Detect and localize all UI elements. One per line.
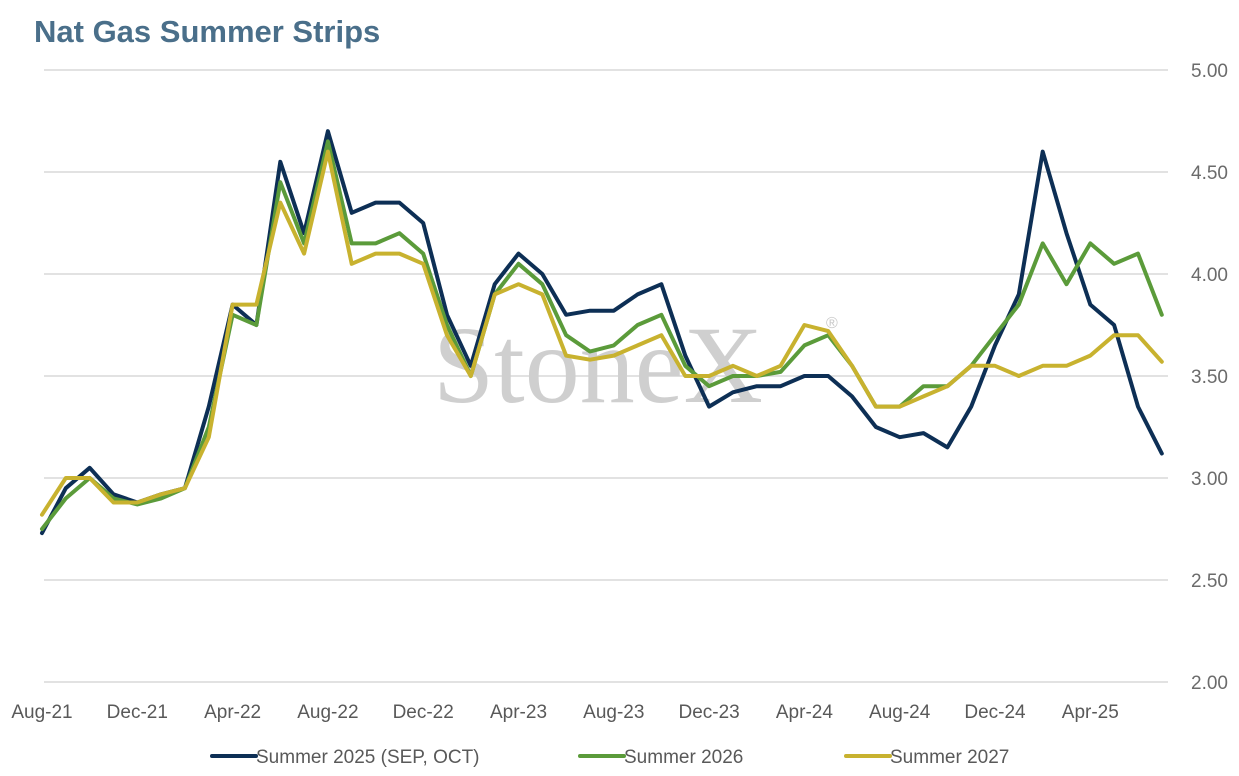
y-axis-ticks: 2.00 2.50 3.00 3.50 4.00 4.50 5.00 xyxy=(1191,61,1228,694)
series-line-3 xyxy=(40,149,1164,517)
legend: Summer 2025 (SEP, OCT) Summer 2026 Summer … xyxy=(210,747,1009,768)
legend-label: Summer 2027 xyxy=(890,747,1009,768)
x-tick-label: Apr-22 xyxy=(204,702,261,723)
y-tick-label: 4.00 xyxy=(1191,265,1228,286)
y-tick-label: 5.00 xyxy=(1191,61,1228,82)
x-tick-label: Dec-21 xyxy=(107,702,168,723)
x-tick-label: Aug-23 xyxy=(583,702,644,723)
y-tick-label: 2.50 xyxy=(1191,571,1228,592)
x-tick-label: Apr-25 xyxy=(1062,702,1119,723)
y-tick-label: 3.50 xyxy=(1191,367,1228,388)
x-tick-label: Dec-23 xyxy=(678,702,739,723)
x-tick-label: Aug-24 xyxy=(869,702,931,723)
y-tick-label: 3.00 xyxy=(1191,469,1228,490)
x-tick-label: Aug-21 xyxy=(11,702,72,723)
x-tick-label: Aug-22 xyxy=(297,702,358,723)
x-axis-ticks: Aug-21 Dec-21 Apr-22 Aug-22 Dec-22 Apr-23 Aug-… xyxy=(11,702,1118,723)
legend-label: Summer 2026 xyxy=(624,747,743,768)
x-tick-label: Dec-22 xyxy=(393,702,454,723)
series-lines xyxy=(40,129,1164,536)
watermark-registered-mark: ® xyxy=(826,315,838,332)
x-tick-label: Apr-23 xyxy=(490,702,547,723)
watermark: StoneX ® xyxy=(433,304,838,426)
x-tick-label: Dec-24 xyxy=(964,702,1026,723)
y-tick-label: 4.50 xyxy=(1191,163,1228,184)
y-tick-label: 2.00 xyxy=(1191,673,1228,694)
chart-title: Nat Gas Summer Strips xyxy=(34,14,381,49)
x-tick-label: Apr-24 xyxy=(776,702,833,723)
gridlines xyxy=(44,69,1168,683)
legend-label: Summer 2025 (SEP, OCT) xyxy=(256,747,480,768)
